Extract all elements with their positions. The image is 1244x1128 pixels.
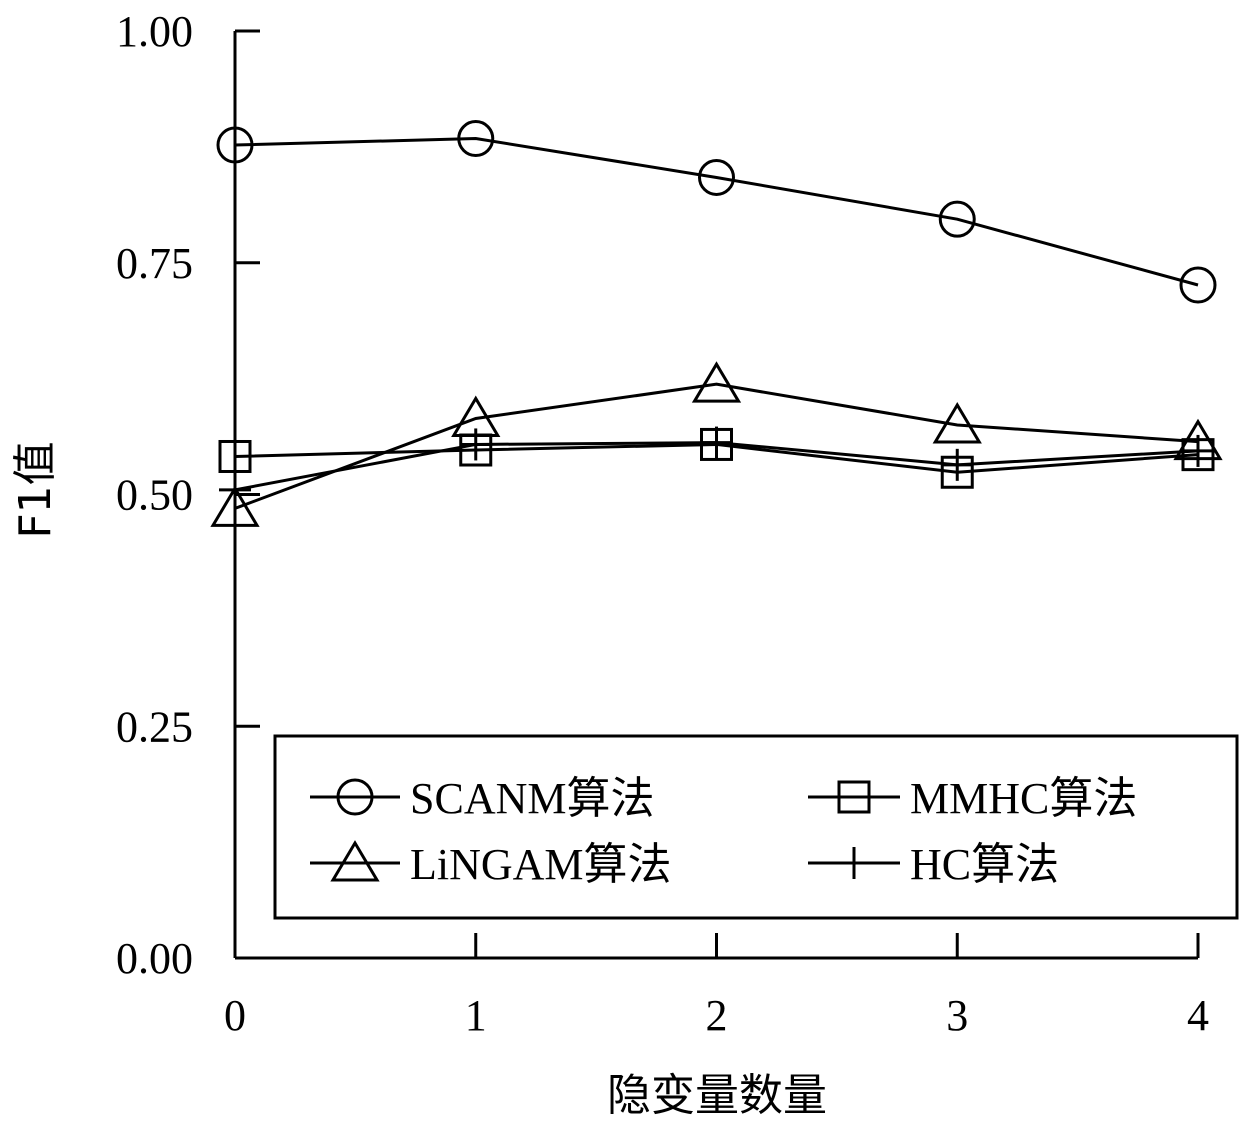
x-tick-label: 2 <box>706 991 728 1040</box>
y-tick-label: 0.00 <box>116 934 193 983</box>
legend-label: MMHC算法 <box>910 774 1137 823</box>
series-circle <box>216 120 1217 304</box>
point-triangle <box>932 402 982 444</box>
point-plus <box>838 847 870 879</box>
series-line <box>234 137 1199 287</box>
point-triangle <box>330 840 380 882</box>
y-axis-title: F1值 <box>10 441 61 538</box>
series-plus <box>219 426 1214 506</box>
point-plus <box>459 428 492 461</box>
legend-item: HC算法 <box>808 840 1059 889</box>
axes: 0.00 0.25 0.50 0.75 1.00 0 1 2 3 4 <box>116 7 1209 1040</box>
point-circle <box>336 778 374 816</box>
legend-label: SCANM算法 <box>410 774 655 823</box>
x-tick-label: 1 <box>465 991 487 1040</box>
y-tick-label: 0.25 <box>116 702 193 751</box>
point-circle <box>216 126 254 164</box>
point-plus <box>941 448 974 481</box>
point-triangle <box>691 361 742 403</box>
legend-label: LiNGAM算法 <box>410 840 672 889</box>
series-layer <box>210 120 1223 527</box>
x-tick-label: 4 <box>1187 991 1209 1040</box>
point-square <box>837 780 871 814</box>
point-circle <box>457 120 495 158</box>
y-tick-label: 1.00 <box>116 7 193 56</box>
legend-item: MMHC算法 <box>808 774 1137 823</box>
point-triangle <box>210 485 260 527</box>
point-circle <box>698 158 735 196</box>
legend-box <box>273 734 1239 920</box>
point-plus <box>1182 434 1214 467</box>
x-tick-label: 0 <box>224 991 246 1040</box>
point-circle <box>1179 266 1217 304</box>
x-axis-title: 隐变量数量 <box>607 1070 827 1121</box>
point-circle <box>938 200 976 238</box>
x-tick-label: 3 <box>946 991 968 1040</box>
point-plus <box>219 473 251 506</box>
series-line <box>234 382 1199 510</box>
point-square <box>218 439 252 473</box>
y-tick-label: 0.50 <box>116 471 193 520</box>
legend-item: SCANM算法 <box>310 774 655 823</box>
y-tick-label: 0.75 <box>116 239 193 288</box>
legend-label: HC算法 <box>910 840 1059 889</box>
point-plus <box>700 426 733 459</box>
legend: SCANM算法 MMHC算法 LiNGAM算法 HC算法 <box>273 734 1239 920</box>
legend-item: LiNGAM算法 <box>310 840 672 889</box>
